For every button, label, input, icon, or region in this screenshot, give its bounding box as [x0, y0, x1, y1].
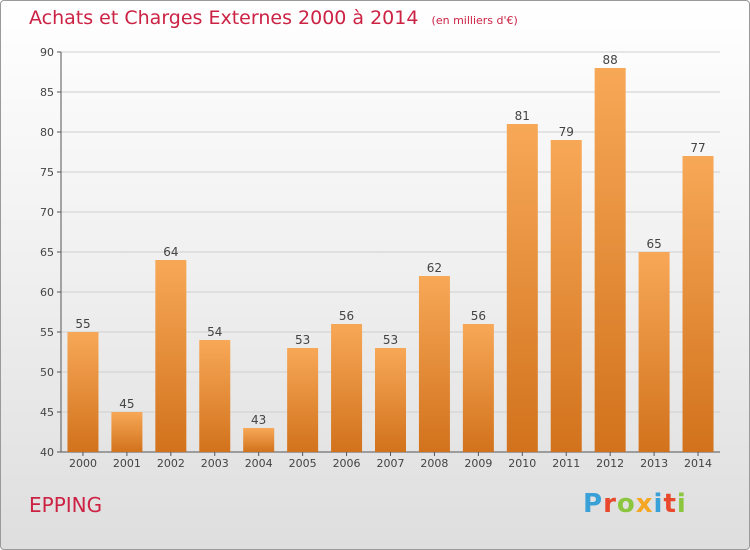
- data-label-2001: 45: [119, 397, 134, 411]
- data-label-2003: 54: [207, 325, 222, 339]
- data-label-2007: 53: [383, 333, 398, 347]
- data-label-2012: 88: [603, 53, 618, 67]
- logo-letter: o: [616, 489, 636, 519]
- proxiti-logo[interactable]: Proxiti: [583, 489, 687, 519]
- y-tick-label: 60: [40, 286, 54, 299]
- bar-2001: [111, 412, 143, 452]
- logo-letter: i: [676, 489, 687, 519]
- x-tick-label-2014: 2014: [684, 457, 712, 470]
- data-label-2004: 43: [251, 413, 266, 427]
- x-tick-label-2007: 2007: [377, 457, 405, 470]
- bar-2014: [682, 156, 714, 452]
- data-label-2013: 65: [646, 237, 661, 251]
- x-tick-label-2003: 2003: [201, 457, 229, 470]
- bar-2013: [638, 252, 670, 452]
- bar-2012: [594, 68, 626, 452]
- title-unit: (en milliers d'€): [431, 14, 518, 27]
- x-tick-label-2013: 2013: [640, 457, 668, 470]
- bar-2006: [331, 324, 363, 452]
- x-tick-label-2008: 2008: [420, 457, 448, 470]
- bar-2004: [243, 428, 275, 452]
- y-tick-label: 45: [40, 406, 54, 419]
- logo-letter: t: [663, 489, 677, 519]
- title-main: Achats et Charges Externes 2000 à 2014: [29, 7, 419, 29]
- data-label-2010: 81: [515, 109, 530, 123]
- x-tick-label-2012: 2012: [596, 457, 624, 470]
- x-tick-label-2005: 2005: [289, 457, 317, 470]
- x-tick-label-2001: 2001: [113, 457, 141, 470]
- x-tick-label-2002: 2002: [157, 457, 185, 470]
- data-label-2006: 56: [339, 309, 354, 323]
- data-label-2005: 53: [295, 333, 310, 347]
- logo-letter: r: [603, 489, 617, 519]
- data-label-2008: 62: [427, 261, 442, 275]
- x-tick-label-2006: 2006: [333, 457, 361, 470]
- bar-2005: [287, 348, 319, 452]
- bars: [67, 68, 714, 452]
- bar-2000: [67, 332, 99, 452]
- bar-2003: [199, 340, 231, 452]
- logo-letter: i: [653, 489, 664, 519]
- bar-2002: [155, 260, 187, 452]
- data-label-2009: 56: [471, 309, 486, 323]
- y-tick-label: 65: [40, 246, 54, 259]
- logo-letter: P: [583, 489, 604, 519]
- town-name: EPPING: [29, 493, 103, 517]
- bar-2007: [375, 348, 406, 452]
- y-tick-label: 85: [40, 86, 54, 99]
- data-label-2002: 64: [163, 245, 178, 259]
- x-tick-label-2000: 2000: [69, 457, 97, 470]
- y-tick-label: 50: [40, 366, 54, 379]
- y-tick-label: 90: [40, 46, 54, 59]
- logo-letter: x: [635, 489, 654, 519]
- y-tick-label: 70: [40, 206, 54, 219]
- x-tick-label-2009: 2009: [464, 457, 492, 470]
- data-label-2000: 55: [75, 317, 90, 331]
- bar-2011: [550, 140, 582, 452]
- y-tick-label: 80: [40, 126, 54, 139]
- y-tick-label: 75: [40, 166, 54, 179]
- labels: 2000 55 2001 45 2002 64 2003 54 2004 43 2005 53 2006…: [69, 53, 712, 470]
- chart-title: Achats et Charges Externes 2000 à 2014 (…: [29, 7, 518, 29]
- y-tick-label: 40: [40, 446, 54, 459]
- bar-2008: [418, 276, 450, 452]
- bar-2010: [506, 124, 538, 452]
- data-label-2011: 79: [559, 125, 574, 139]
- bar-2009: [462, 324, 494, 452]
- x-tick-label-2011: 2011: [552, 457, 580, 470]
- x-tick-label-2004: 2004: [245, 457, 273, 470]
- x-tick-label-2010: 2010: [508, 457, 536, 470]
- y-tick-label: 55: [40, 326, 54, 339]
- data-label-2014: 77: [690, 141, 705, 155]
